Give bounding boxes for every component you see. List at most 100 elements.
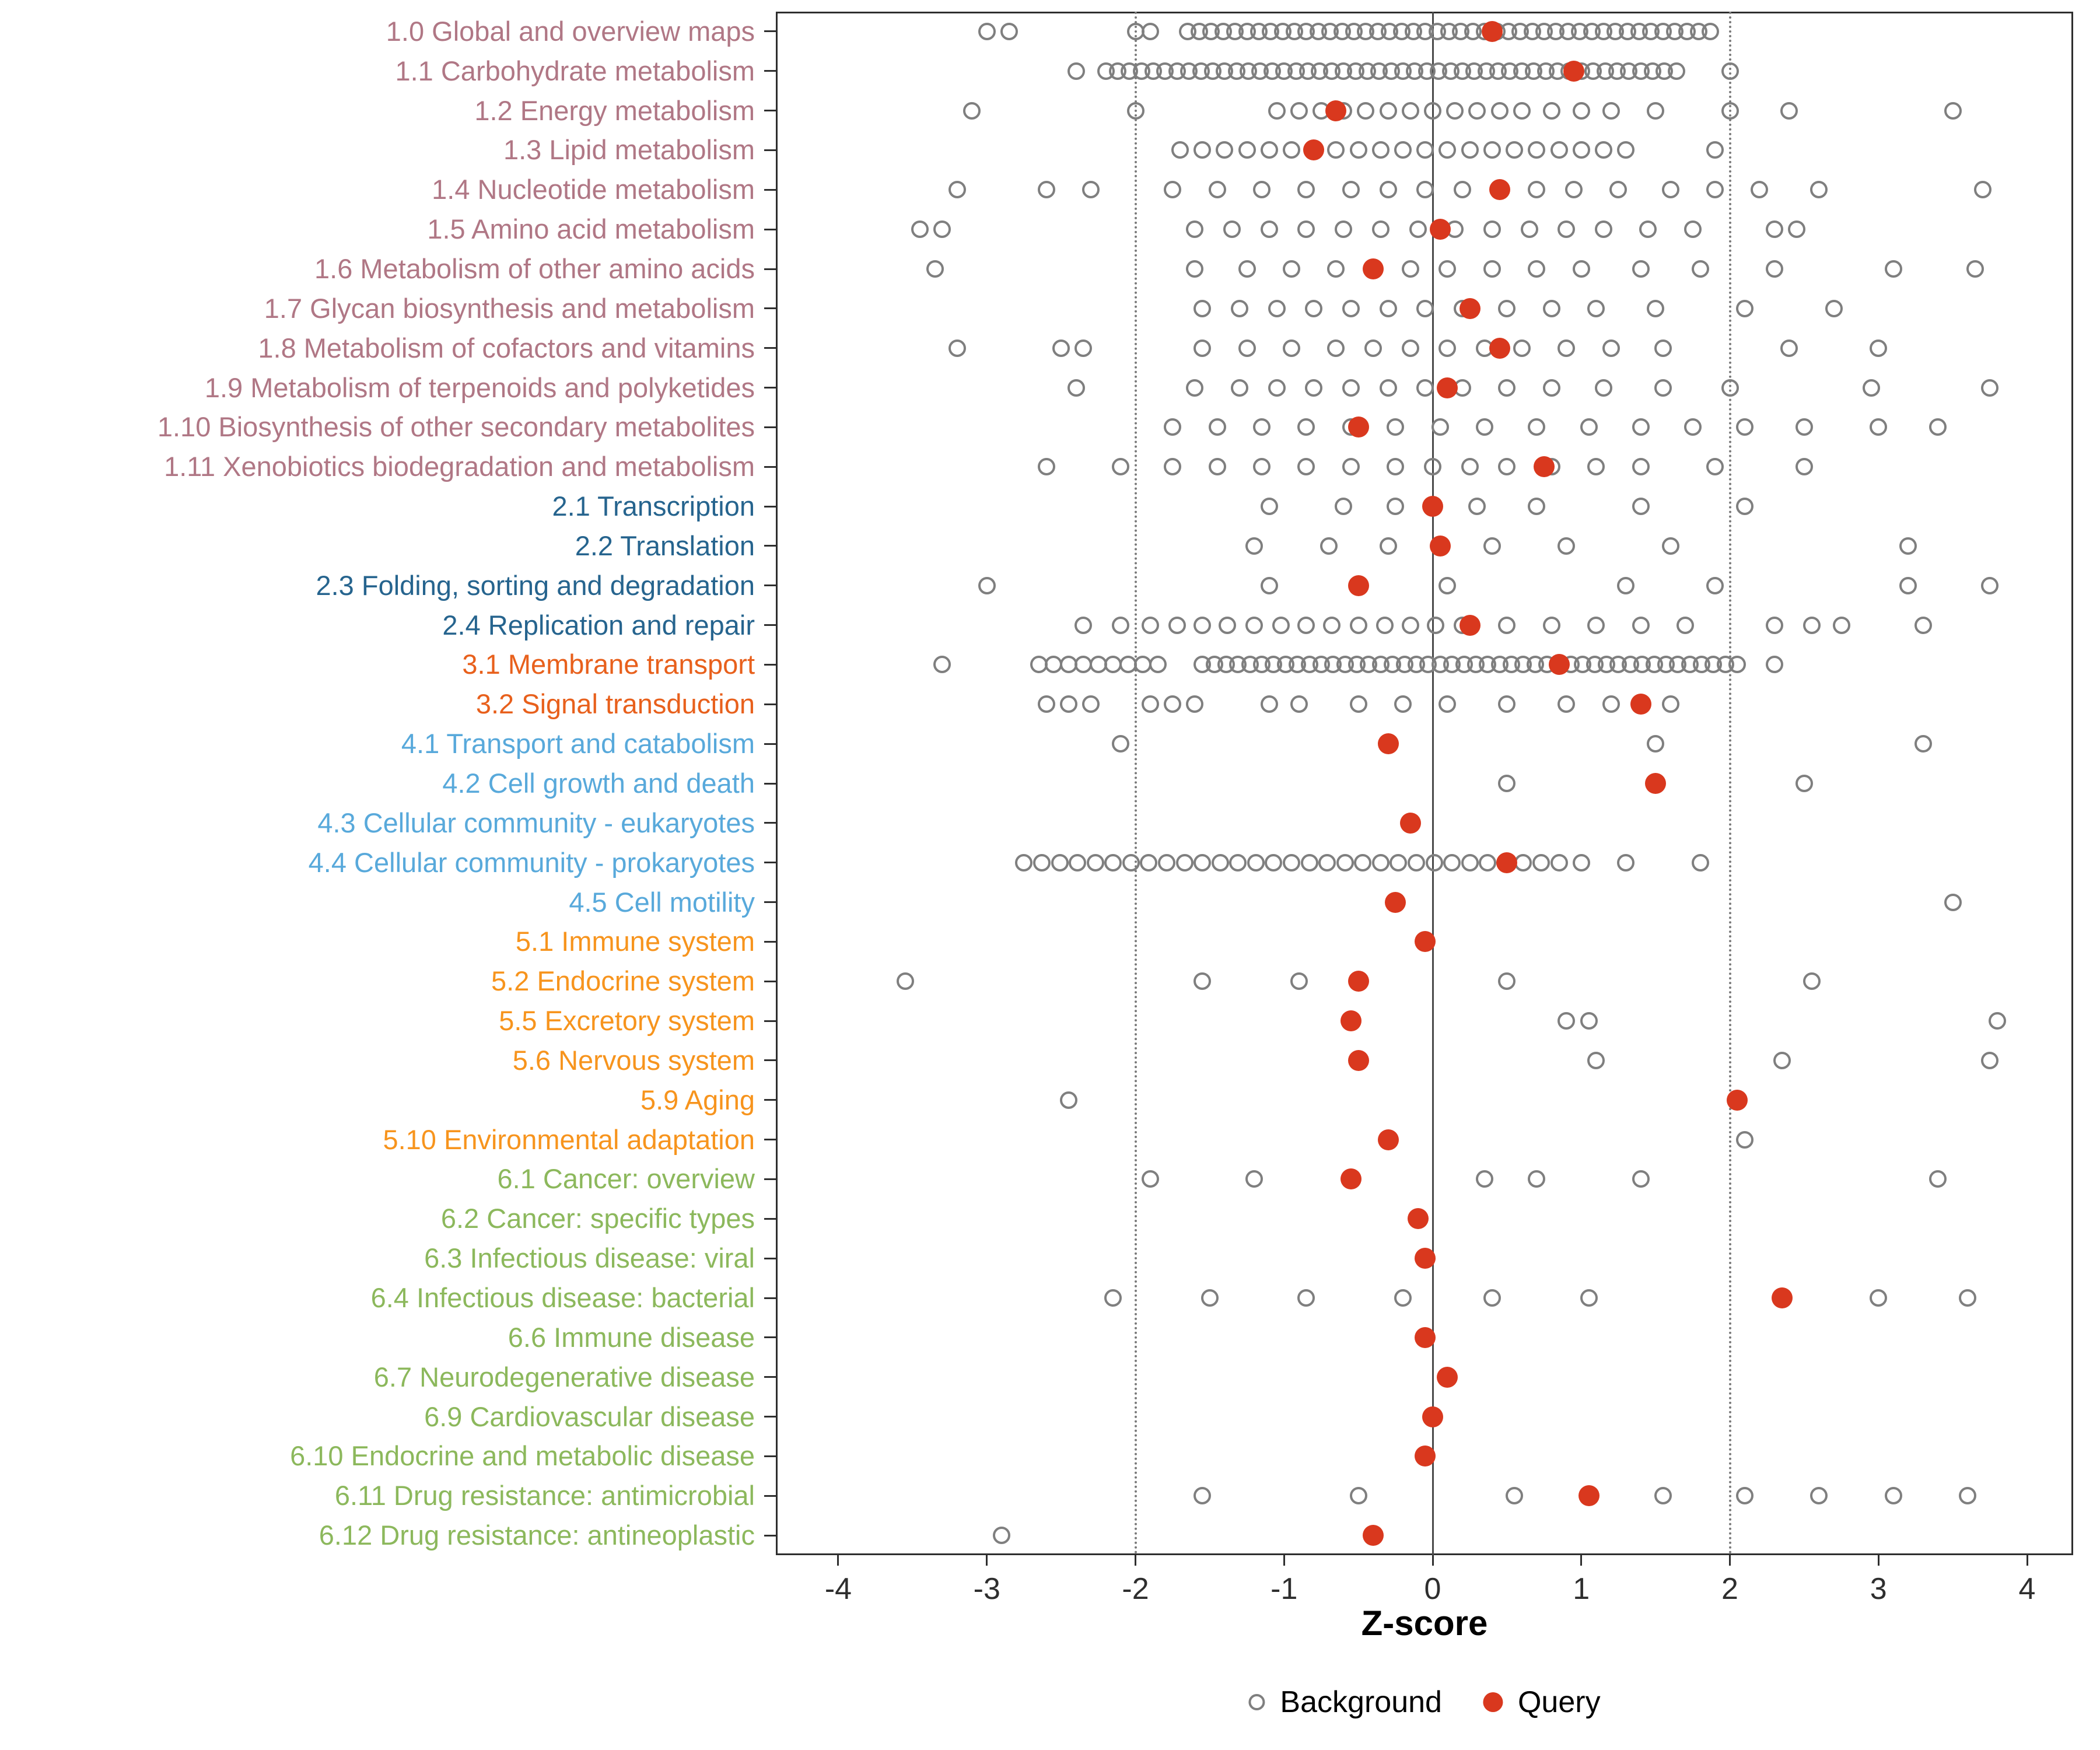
y-axis-label: 1.3 Lipid metabolism <box>503 134 755 166</box>
background-point <box>1290 102 1308 120</box>
background-point <box>1186 260 1204 278</box>
y-axis-tick <box>764 1336 776 1339</box>
background-point <box>1112 458 1130 476</box>
y-axis-tick <box>764 1178 776 1180</box>
y-axis-label: 6.12 Drug resistance: antineoplastic <box>318 1520 755 1551</box>
query-point <box>1489 337 1510 359</box>
background-point <box>1401 102 1419 120</box>
background-point <box>1594 141 1612 159</box>
background-point <box>1765 220 1783 239</box>
background-point <box>1706 141 1724 159</box>
query-point <box>1348 971 1369 992</box>
x-axis-tick-label: 4 <box>2018 1572 2036 1606</box>
background-point <box>1461 853 1479 872</box>
background-point <box>1141 1170 1159 1188</box>
background-point <box>1617 141 1635 159</box>
background-point <box>1558 339 1576 357</box>
y-axis-tick <box>764 624 776 626</box>
y-axis-tick <box>764 545 776 547</box>
background-point <box>1427 616 1445 634</box>
background-point <box>1327 141 1345 159</box>
background-point <box>1483 260 1501 278</box>
background-point <box>1810 181 1828 199</box>
background-point <box>963 102 981 120</box>
background-point <box>1617 853 1635 872</box>
y-axis-tick <box>764 862 776 864</box>
background-point <box>1015 853 1033 872</box>
background-point <box>1335 498 1353 516</box>
y-axis-tick <box>764 70 776 72</box>
background-point <box>926 260 944 278</box>
background-point <box>1862 379 1880 397</box>
y-axis-tick <box>764 1494 776 1497</box>
y-axis-label: 1.11 Xenobiotics biodegradation and meta… <box>164 451 755 482</box>
background-point <box>1899 537 1917 555</box>
background-point <box>1453 181 1471 199</box>
y-axis-tick <box>764 743 776 745</box>
background-point <box>1327 260 1345 278</box>
y-axis-tick <box>764 584 776 587</box>
background-point <box>1067 379 1085 397</box>
background-point <box>1558 220 1576 239</box>
background-point <box>1721 379 1739 397</box>
background-point <box>1788 220 1806 239</box>
background-point <box>1126 102 1144 120</box>
y-axis-tick <box>764 110 776 112</box>
background-point <box>1542 102 1560 120</box>
background-point <box>1230 379 1248 397</box>
x-axis-tick-label: 3 <box>1870 1572 1887 1606</box>
reference-line-zero <box>1432 12 1434 1555</box>
background-point <box>1320 537 1338 555</box>
y-axis-tick <box>764 188 776 191</box>
y-axis-label: 3.1 Membrane transport <box>462 649 755 680</box>
background-point <box>1342 379 1360 397</box>
background-point <box>1282 853 1300 872</box>
background-point <box>1735 299 1754 317</box>
background-point <box>1602 339 1620 357</box>
query-point <box>1340 1168 1362 1190</box>
background-point <box>1223 220 1241 239</box>
y-axis-label: 5.6 Nervous system <box>512 1044 755 1076</box>
background-point <box>1929 1170 1947 1188</box>
background-point <box>1803 972 1821 991</box>
background-point <box>1870 418 1888 436</box>
x-axis-tick <box>2026 1555 2028 1566</box>
background-point <box>1164 695 1182 713</box>
background-point <box>1580 418 1598 436</box>
background-point <box>1349 695 1367 713</box>
background-point <box>1208 458 1226 476</box>
background-point <box>1587 1051 1605 1069</box>
background-point <box>1401 616 1419 634</box>
background-point <box>1654 379 1672 397</box>
background-point <box>1000 22 1018 40</box>
background-point <box>1498 775 1516 792</box>
x-axis-tick-label: -3 <box>973 1572 1000 1606</box>
y-axis-tick <box>764 1297 776 1299</box>
background-point <box>1498 379 1516 397</box>
background-point <box>1609 181 1628 199</box>
background-point <box>1572 102 1590 120</box>
background-point <box>1140 853 1158 872</box>
background-point <box>978 22 996 40</box>
background-point <box>1416 379 1434 397</box>
background-point <box>1238 260 1256 278</box>
background-point <box>1349 141 1367 159</box>
background-point <box>1416 141 1434 159</box>
background-point <box>1082 695 1100 713</box>
background-point <box>1702 22 1720 40</box>
background-point <box>1498 972 1516 991</box>
background-point <box>1780 102 1798 120</box>
background-point <box>1513 102 1531 120</box>
y-axis-tick <box>764 980 776 982</box>
background-point <box>1520 220 1538 239</box>
background-point <box>1572 853 1590 872</box>
y-axis-label: 1.1 Carbohydrate metabolism <box>395 55 755 86</box>
background-point <box>1171 141 1189 159</box>
background-point <box>1825 299 1843 317</box>
background-point <box>1944 102 1962 120</box>
background-point <box>1691 853 1709 872</box>
background-point <box>1483 141 1501 159</box>
background-point <box>1706 576 1724 594</box>
background-point <box>1387 498 1405 516</box>
